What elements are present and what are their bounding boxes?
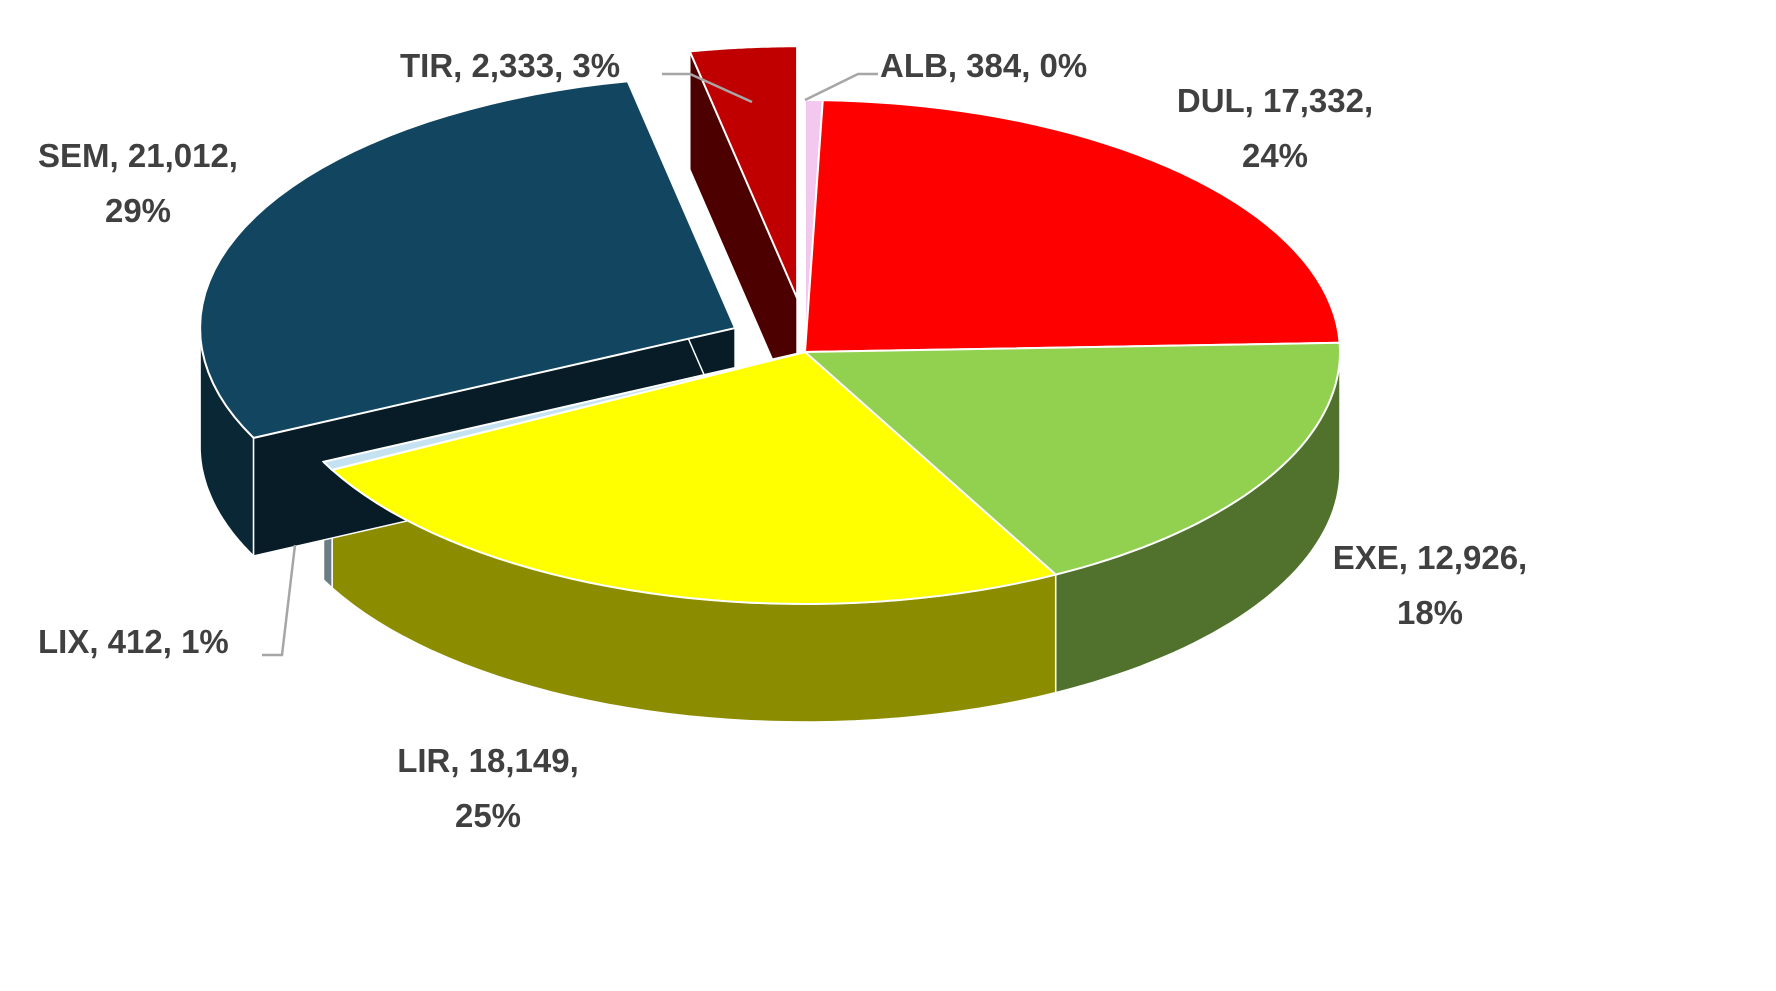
data-label: LIR, 18,149, 25%	[397, 742, 579, 834]
leader-line	[662, 72, 753, 104]
slice-top	[329, 350, 1058, 606]
data-label: DUL, 17,332, 24%	[1176, 82, 1374, 174]
slice-top	[803, 99, 1341, 354]
leader-line	[804, 72, 878, 102]
data-label: ALB, 384, 0%	[880, 47, 1088, 84]
data-label: LIX, 412, 1%	[38, 623, 229, 660]
slice-top	[802, 341, 1342, 576]
slice-top	[199, 80, 737, 439]
leader-line	[262, 544, 297, 657]
slice-top	[321, 351, 806, 472]
data-label: SEM, 21,012, 29%	[38, 137, 238, 229]
data-label: TIR, 2,333, 3%	[400, 47, 621, 84]
data-label: EXE, 12,926, 18%	[1332, 539, 1528, 631]
slice-top	[688, 45, 799, 299]
